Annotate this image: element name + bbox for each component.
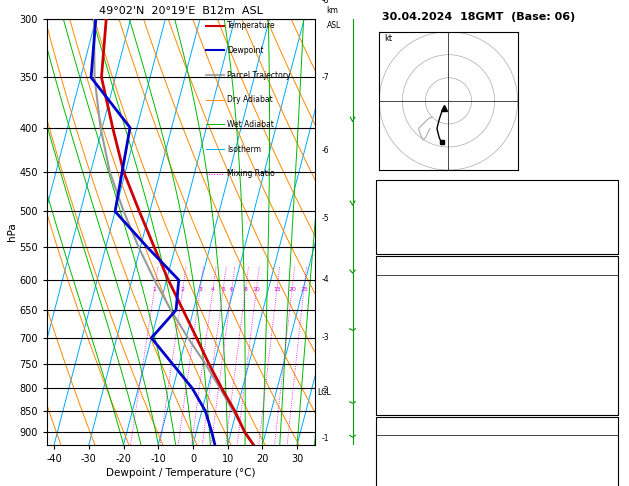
Text: 8: 8 [243,287,247,292]
Text: Lifted Index: Lifted Index [379,352,433,361]
Text: Dewp (°C): Dewp (°C) [379,305,426,314]
Text: LCL: LCL [317,388,331,397]
Text: 0: 0 [610,399,615,407]
Text: Surface: Surface [477,261,517,270]
Text: -6: -6 [321,146,329,155]
Text: -2: -2 [321,386,329,395]
Text: ASL: ASL [326,21,341,30]
Text: 15: 15 [273,287,281,292]
Text: Temperature: Temperature [227,21,276,30]
Text: 2: 2 [181,287,185,292]
Text: km: km [326,6,338,15]
Y-axis label: hPa: hPa [7,223,17,242]
Text: Most Unstable: Most Unstable [460,422,534,431]
Text: Mixing Ratio: Mixing Ratio [227,169,275,178]
Text: Dry Adiabat: Dry Adiabat [227,95,272,104]
Text: K: K [379,189,385,198]
Text: θₑ(K): θₑ(K) [379,329,401,337]
Text: -1: -1 [321,434,329,443]
Text: 315: 315 [598,466,615,475]
Text: 6: 6 [230,287,233,292]
Text: CIN (J): CIN (J) [379,399,408,407]
Text: 25: 25 [300,287,308,292]
X-axis label: Dewpoint / Temperature (°C): Dewpoint / Temperature (°C) [106,468,255,478]
Text: 930: 930 [598,443,615,451]
Text: -5: -5 [321,214,329,224]
Text: 315: 315 [598,329,615,337]
Text: 6.3: 6.3 [601,305,615,314]
Text: 1: 1 [153,287,157,292]
Text: 0.79: 0.79 [595,236,615,244]
Text: -3: -3 [321,333,329,343]
Text: PW (cm): PW (cm) [379,236,417,244]
Text: Parcel Trajectory: Parcel Trajectory [227,70,291,80]
Text: 17.4: 17.4 [595,282,615,291]
Text: Pressure (mb): Pressure (mb) [379,443,442,451]
Text: 0: 0 [610,375,615,384]
Text: 5: 5 [221,287,225,292]
Text: © weatheronline.co.uk: © weatheronline.co.uk [436,471,533,480]
Text: CAPE (J): CAPE (J) [379,375,415,384]
Text: 4: 4 [211,287,215,292]
Text: Isotherm: Isotherm [227,145,261,154]
Text: 10: 10 [253,287,260,292]
Text: θₑ (K): θₑ (K) [379,466,404,475]
Text: 30.04.2024  18GMT  (Base: 06): 30.04.2024 18GMT (Base: 06) [382,12,575,22]
Text: Totals Totals: Totals Totals [379,212,433,221]
Text: 20: 20 [288,287,296,292]
Text: -8: -8 [321,0,329,5]
Text: 3: 3 [198,287,202,292]
Text: -20: -20 [601,189,615,198]
Text: 4: 4 [610,352,615,361]
Text: Temp (°C): Temp (°C) [379,282,424,291]
Text: Wet Adiabat: Wet Adiabat [227,120,274,129]
Title: 49°02'N  20°19'E  B12m  ASL: 49°02'N 20°19'E B12m ASL [99,6,263,16]
Text: Dewpoint: Dewpoint [227,46,264,55]
Text: -4: -4 [321,276,329,284]
Text: kt: kt [384,34,392,43]
Text: -7: -7 [321,73,329,82]
Text: 41: 41 [604,212,615,221]
